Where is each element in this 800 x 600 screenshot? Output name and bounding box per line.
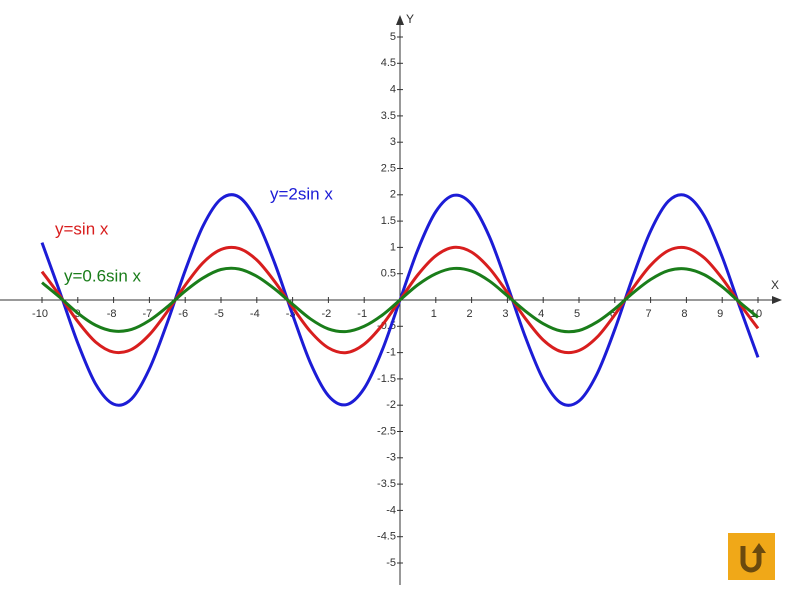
x-tick-label: 6 xyxy=(610,308,616,320)
series-label: y=0.6sin x xyxy=(64,266,142,285)
x-arrow xyxy=(772,296,782,304)
button-icon xyxy=(740,546,762,573)
y-tick-label: 0.5 xyxy=(381,268,396,280)
y-tick-label: -3 xyxy=(386,452,396,464)
y-tick-label: -4 xyxy=(386,504,396,516)
x-tick-label: -5 xyxy=(214,308,224,320)
series-label: y=sin x xyxy=(55,219,109,238)
y-tick-label: -4.5 xyxy=(377,531,396,543)
x-tick-label: -6 xyxy=(178,308,188,320)
button-bg[interactable] xyxy=(728,533,775,580)
y-arrow xyxy=(396,15,404,25)
x-tick-label: 4 xyxy=(538,308,544,320)
x-tick-label: -2 xyxy=(322,308,332,320)
x-tick-label: -3 xyxy=(286,308,296,320)
x-tick-label: -9 xyxy=(71,308,81,320)
y-tick-label: -2 xyxy=(386,399,396,411)
x-tick-label: -10 xyxy=(32,308,48,320)
y-tick-label: 1 xyxy=(390,241,396,253)
y-tick-label: 4 xyxy=(390,84,396,96)
x-tick-label: 1 xyxy=(431,308,437,320)
x-tick-label: 2 xyxy=(467,308,473,320)
y-tick-label: 2 xyxy=(390,189,396,201)
x-tick-label: 8 xyxy=(681,308,687,320)
y-tick-label: -1 xyxy=(386,347,396,359)
y-tick-label: -1.5 xyxy=(377,373,396,385)
y-tick-label: 4.5 xyxy=(381,57,396,69)
x-tick-label: -8 xyxy=(107,308,117,320)
x-tick-label: -7 xyxy=(143,308,153,320)
x-axis-label: X xyxy=(771,278,779,292)
x-tick-label: 9 xyxy=(717,308,723,320)
y-tick-label: -3.5 xyxy=(377,478,396,490)
series-line xyxy=(41,266,759,334)
x-tick-label: 3 xyxy=(502,308,508,320)
y-tick-label: 3.5 xyxy=(381,110,396,122)
button-icon-head xyxy=(752,543,766,553)
x-tick-label: -4 xyxy=(250,308,260,320)
back-button[interactable] xyxy=(728,533,775,580)
y-axis-label: Y xyxy=(406,12,414,26)
x-tick-label: 5 xyxy=(574,308,580,320)
y-tick-label: 3 xyxy=(390,136,396,148)
series-label: y=2sin x xyxy=(270,184,333,203)
y-tick-label: 5 xyxy=(390,31,396,43)
y-tick-label: 2.5 xyxy=(381,162,396,174)
y-tick-label: -2.5 xyxy=(377,425,396,437)
y-tick-label: -5 xyxy=(386,557,396,569)
x-tick-label: 7 xyxy=(646,308,652,320)
y-tick-label: 1.5 xyxy=(381,215,396,227)
x-tick-label: -1 xyxy=(357,308,367,320)
